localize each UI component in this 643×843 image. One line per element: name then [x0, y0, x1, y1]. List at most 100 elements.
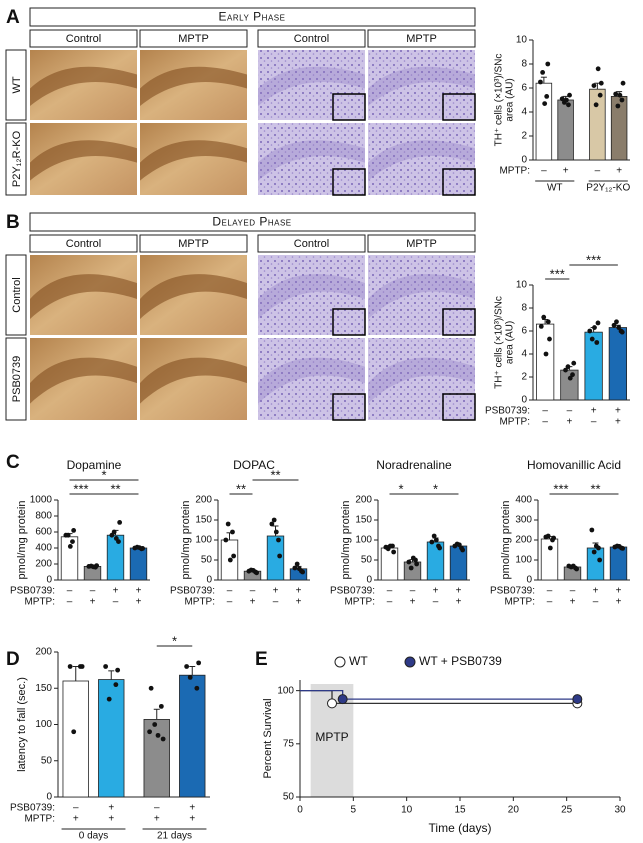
panel-letter: A — [6, 7, 20, 28]
data-point — [595, 320, 601, 326]
data-point — [67, 664, 73, 669]
row-label: MPTP: — [504, 597, 535, 608]
row-header-box — [5, 337, 27, 421]
data-point — [160, 736, 166, 742]
data-point — [544, 94, 550, 99]
bar — [589, 88, 606, 161]
data-point — [545, 533, 551, 539]
row-value: + — [433, 586, 439, 597]
data-point — [103, 664, 109, 669]
data-point — [543, 351, 549, 357]
data-point — [591, 549, 597, 555]
bar — [608, 327, 628, 401]
histology-band — [368, 357, 475, 404]
data-point — [598, 80, 604, 86]
row-value: + — [570, 597, 576, 608]
row-value: + — [273, 586, 279, 597]
row-value: + — [136, 586, 142, 597]
data-point — [250, 568, 256, 573]
phase-box — [29, 212, 476, 232]
data-point — [433, 537, 439, 543]
histology-band — [140, 66, 247, 106]
group-label: WT — [547, 183, 563, 194]
data-point — [65, 532, 71, 538]
data-point — [300, 569, 306, 575]
y-tick-label: 6 — [521, 83, 527, 94]
row-value: + — [566, 417, 572, 428]
row-value: + — [154, 814, 160, 825]
significance-label: *** — [553, 481, 568, 496]
chart-title: DOPAC — [233, 458, 275, 472]
column-header-box — [367, 234, 476, 253]
row-value: – — [273, 597, 279, 608]
data-point — [591, 83, 597, 88]
chart-title: Noradrenaline — [376, 458, 452, 472]
phase-box — [29, 7, 476, 27]
bar — [535, 82, 553, 161]
y-axis-label: TH⁺ cells (×10³)/SNc — [494, 296, 505, 389]
column-header: Control — [294, 238, 329, 250]
row-value: – — [433, 597, 439, 608]
data-point — [296, 566, 302, 572]
row-value: – — [387, 597, 393, 608]
row-value: + — [189, 814, 195, 825]
y-tick-label: 100 — [195, 535, 212, 546]
data-point — [616, 325, 622, 330]
data-point — [594, 340, 600, 345]
y-axis-label: latency to fall (sec.) — [16, 677, 28, 772]
y-tick-label: 0 — [521, 155, 527, 166]
survival-marker — [572, 694, 583, 705]
significance-label: ** — [270, 467, 280, 482]
row-label: PSB0739: — [330, 586, 375, 597]
y-tick-label: 50 — [201, 555, 213, 566]
x-tick-label: 5 — [351, 805, 357, 816]
histology-band — [368, 140, 475, 181]
data-point — [230, 529, 235, 535]
significance-label: *** — [586, 252, 601, 267]
data-point — [277, 553, 283, 559]
y-tick-label: 400 — [515, 495, 532, 506]
data-point — [574, 566, 580, 572]
data-point — [113, 536, 119, 541]
image-inset — [332, 393, 366, 421]
y-axis-label: TH⁺ cells (×10³)/SNc — [494, 54, 505, 147]
significance-label: *** — [73, 481, 88, 496]
row-header-box — [5, 254, 27, 336]
significance-label: *** — [550, 266, 565, 281]
survival-marker — [337, 694, 348, 705]
image-inset — [332, 168, 366, 196]
y-tick-label: 8 — [521, 303, 527, 314]
column-header-box — [139, 29, 248, 48]
data-point — [567, 375, 573, 381]
data-point — [460, 547, 466, 553]
y-tick-label: 100 — [277, 685, 294, 696]
data-point — [269, 521, 275, 527]
row-value: – — [542, 406, 548, 417]
row-value: + — [456, 586, 462, 597]
bar — [584, 331, 603, 401]
significance-label: ** — [110, 481, 120, 496]
significance-label: ** — [590, 481, 600, 496]
data-point — [597, 557, 603, 563]
bar — [560, 369, 579, 401]
image-inset — [442, 168, 476, 196]
row-value: – — [541, 166, 547, 177]
data-point — [158, 703, 164, 709]
row-label: PSB0739: — [10, 586, 55, 597]
data-point — [67, 544, 73, 549]
data-point — [437, 545, 443, 551]
column-header-box — [139, 234, 248, 253]
row-label: PSB0739: — [490, 586, 535, 597]
row-label: MPTP: — [344, 597, 375, 608]
group-label: 21 days — [157, 831, 192, 842]
data-point — [414, 561, 420, 567]
row-value: + — [108, 814, 114, 825]
bar — [179, 674, 206, 798]
histology-band — [140, 357, 247, 404]
row-value: – — [387, 586, 393, 597]
data-point — [545, 61, 551, 67]
row-value: – — [570, 586, 576, 597]
legend-marker — [334, 656, 346, 668]
y-tick-label: 4 — [521, 107, 527, 118]
data-point — [187, 674, 193, 680]
